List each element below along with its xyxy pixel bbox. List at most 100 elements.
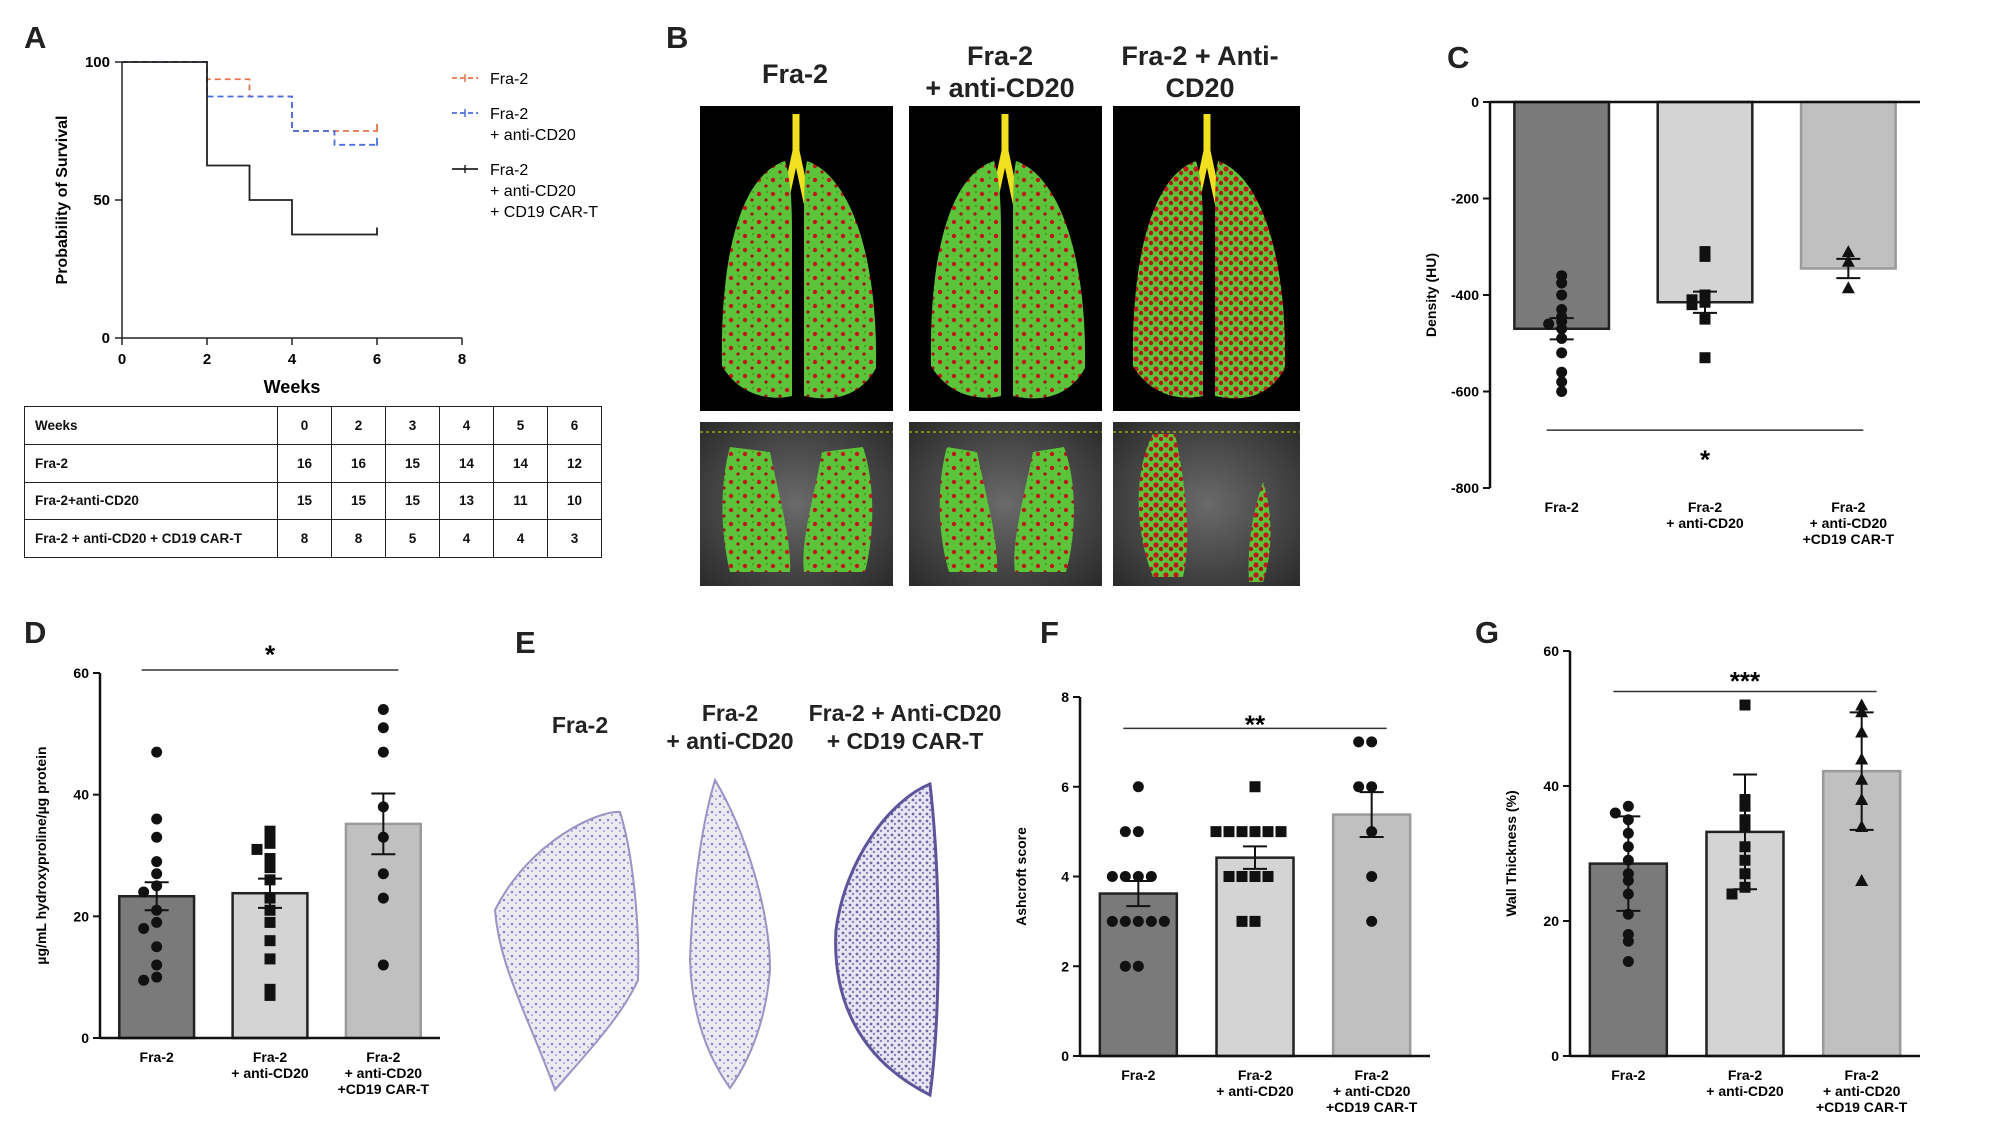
data-point	[251, 843, 263, 855]
image-title-anti-cd20: Fra-2 + anti-CD20	[900, 40, 1100, 105]
data-point	[264, 825, 276, 837]
image-title-anti-cd20-b: Fra-2 + Anti- CD20	[1100, 40, 1300, 105]
y-tick-label: 0	[1551, 1048, 1559, 1064]
table-row: Fra-2 16 16 15 14 14 12	[24, 443, 602, 483]
y-tick-label: 100	[85, 54, 110, 71]
data-point	[1119, 915, 1131, 927]
data-point	[151, 813, 163, 825]
y-tick-label: -400	[1451, 287, 1479, 303]
data-point	[1158, 915, 1170, 927]
table-cell: Fra-2+anti-CD20	[24, 481, 278, 521]
data-point	[151, 868, 163, 880]
category-label: +CD19 CAR-T	[1816, 1099, 1908, 1115]
panel-label-a: A	[24, 20, 47, 55]
table-cell: 6	[547, 406, 602, 445]
data-point	[1556, 376, 1568, 388]
significance-label: ***	[1730, 666, 1761, 696]
data-point	[151, 941, 163, 953]
table-cell: 16	[277, 443, 332, 483]
y-tick-label: 2	[1061, 958, 1069, 974]
data-point	[1132, 781, 1144, 793]
title-line: + anti-CD20	[925, 73, 1075, 104]
data-point	[377, 959, 389, 971]
category-label: Fra-2	[253, 1049, 287, 1065]
data-point	[1249, 826, 1261, 838]
y-tick-label: 8	[1061, 689, 1069, 705]
data-point	[1223, 826, 1235, 838]
bar	[1799, 100, 1897, 270]
data-point	[1210, 826, 1222, 838]
table-cell: Fra-2 + anti-CD20 + CD19 CAR-T	[24, 519, 278, 558]
data-point	[1699, 352, 1711, 364]
data-point	[1223, 871, 1235, 882]
data-point	[1249, 915, 1261, 927]
data-point	[138, 974, 150, 986]
table-cell: 10	[547, 481, 602, 521]
histo-title-car-t: Fra-2 + Anti-CD20 + CD19 CAR-T	[800, 700, 1010, 755]
data-point	[1366, 871, 1378, 882]
data-point	[264, 989, 276, 1001]
data-point	[264, 935, 276, 947]
histo-section-fra2	[493, 810, 640, 1092]
significance-label: *	[1700, 445, 1711, 475]
y-tick-label: 0	[1061, 1048, 1069, 1064]
y-tick-label: -800	[1451, 480, 1479, 496]
data-point	[264, 983, 276, 995]
data-point	[1622, 956, 1634, 967]
bar	[1656, 100, 1754, 304]
data-point	[264, 916, 276, 928]
y-axis-title: µg/mL hydroxyproline/µg protein	[33, 746, 49, 964]
y-tick-label: 0	[102, 330, 110, 347]
data-point	[264, 904, 276, 916]
data-point	[1353, 736, 1365, 748]
data-point	[138, 923, 150, 934]
data-point	[1556, 366, 1568, 378]
ct-slice-anti-cd20-b	[1113, 422, 1300, 586]
table-cell: 11	[493, 481, 548, 521]
table-header-row: Weeks 0 2 3 4 5 6	[24, 406, 602, 445]
table-cell: 4	[493, 519, 548, 558]
bar	[344, 822, 422, 1040]
category-label: +CD19 CAR-T	[1803, 531, 1895, 547]
data-point	[264, 862, 276, 874]
data-point	[1855, 705, 1869, 718]
data-point	[1119, 826, 1131, 838]
y-tick-label: 50	[93, 192, 110, 209]
y-axis-title: Ashcroft score	[1013, 827, 1029, 926]
significance-label: **	[1245, 710, 1266, 740]
category-label: Fra-2	[366, 1049, 400, 1065]
data-point	[1145, 915, 1157, 927]
histo-section-anti-cd20	[688, 777, 772, 1090]
data-point	[1236, 871, 1248, 882]
data-point	[1855, 698, 1869, 711]
data-point	[1119, 871, 1131, 882]
category-label: + anti-CD20	[231, 1065, 309, 1081]
data-point	[264, 853, 276, 865]
category-label: Fra-2	[1355, 1067, 1389, 1083]
panel-label-d: D	[24, 615, 47, 650]
x-axis-title: Weeks	[264, 377, 321, 397]
data-point	[1841, 281, 1855, 294]
table-cell: Fra-2	[24, 443, 278, 483]
data-point	[151, 856, 163, 868]
table-cell: 14	[439, 443, 494, 483]
data-point	[1145, 871, 1157, 882]
histology-images	[493, 777, 940, 1098]
table-cell: 3	[547, 519, 602, 558]
table-cell: 5	[493, 406, 548, 445]
x-tick-label: 2	[203, 351, 211, 368]
table-row: Fra-2 + anti-CD20 + CD19 CAR-T 8 8 5 4 4…	[24, 519, 602, 558]
survival-line	[122, 61, 377, 236]
y-tick-label: 6	[1061, 779, 1069, 795]
data-point	[1699, 250, 1711, 262]
data-point	[1622, 800, 1634, 812]
image-title-fra2: Fra-2	[700, 58, 890, 90]
data-point	[1236, 826, 1248, 838]
data-point	[1366, 781, 1378, 793]
category-label: + anti-CD20	[345, 1065, 423, 1081]
data-point	[377, 704, 389, 715]
data-point	[1262, 871, 1274, 882]
survival-chart: 0 50 100 0 2 4 6 8 Weeks Probability of Survival F…	[54, 54, 598, 397]
